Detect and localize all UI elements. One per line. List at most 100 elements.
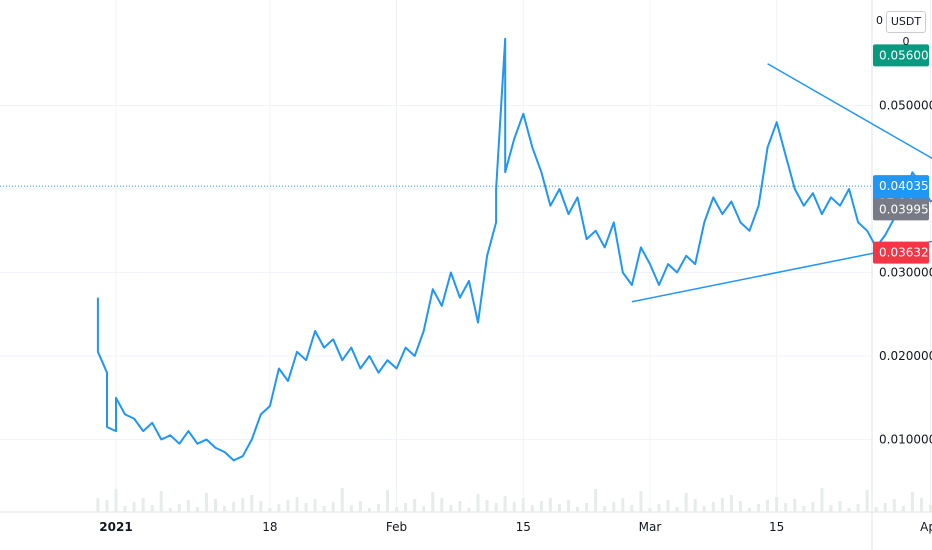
volume-bar: [132, 502, 136, 512]
volume-bar: [449, 505, 453, 512]
volume-bar: [784, 503, 788, 512]
volume-bar: [349, 505, 353, 512]
volume-bar: [757, 504, 761, 512]
volume-bar: [738, 501, 742, 512]
volume-bar: [458, 501, 462, 512]
target-price-badge-bg: [873, 44, 929, 67]
volume-bar: [494, 503, 498, 512]
volume-bar: [621, 498, 625, 512]
volume-bar: [159, 491, 163, 512]
currency-unit-button[interactable]: USDT 0: [886, 11, 926, 48]
volume-bar: [874, 507, 878, 512]
volume-bar: [865, 490, 869, 512]
target-price-badge-text: 0.056000: [879, 48, 932, 62]
volume-bar: [883, 503, 887, 512]
volume-bar: [910, 492, 914, 512]
volume-bar: [123, 506, 127, 512]
time-axis[interactable]: 202118Feb15Mar15Apr15May17: [99, 520, 932, 534]
volume-bar: [422, 506, 426, 512]
stop-price-badge-text: 0.036326: [879, 246, 932, 260]
volume-bar: [485, 500, 489, 512]
volume-bar: [105, 500, 109, 512]
volume-bar: [657, 504, 661, 512]
volume-bar: [367, 508, 371, 512]
price-tick-label: 0.010000: [879, 433, 932, 447]
volume-bar: [919, 498, 923, 512]
time-tick-label: 2021: [99, 520, 132, 534]
volume-bar: [232, 502, 236, 512]
volume-bar: [829, 505, 833, 512]
volume-bar: [331, 502, 335, 512]
volume-bar: [177, 504, 181, 512]
volume-bar: [702, 506, 706, 512]
price-line: [96, 37, 932, 462]
volume-bar: [847, 508, 851, 512]
stop-price-badge: 0.036326: [873, 241, 932, 264]
volume-bar: [639, 491, 643, 512]
time-tick-label: Apr: [920, 520, 932, 534]
volume-bar: [530, 505, 534, 512]
stop-price-badge-bg: [873, 241, 929, 264]
volume-bar: [268, 508, 272, 512]
volume-bar: [404, 503, 408, 512]
trendline[interactable]: [631, 220, 932, 303]
volume-bar: [539, 501, 543, 512]
trendlines[interactable]: [0, 63, 932, 303]
entry-price-badge-bg: [873, 198, 929, 221]
entry-price-badge-text: 0.039950: [879, 202, 932, 216]
volume-bar: [186, 500, 190, 512]
time-tick-label: 15: [769, 520, 784, 534]
price-series: [96, 37, 932, 462]
volume-bar: [395, 507, 399, 512]
volume-bar: [168, 508, 172, 512]
volume-bar: [666, 500, 670, 512]
volume-bar: [313, 499, 317, 512]
volume-bar: [901, 506, 905, 512]
volume-bar: [793, 499, 797, 512]
volume-bar: [856, 504, 860, 512]
volume-bar: [440, 498, 444, 512]
trendline[interactable]: [767, 63, 932, 220]
volume-bar: [711, 502, 715, 512]
volume-bar: [223, 506, 227, 512]
volume-bar: [322, 506, 326, 512]
volume-bar: [259, 501, 263, 512]
volume-bars: [96, 488, 932, 512]
volume-bar: [675, 507, 679, 512]
volume-bar: [512, 502, 516, 512]
volume-bar: [766, 500, 770, 512]
volume-bar: [838, 501, 842, 512]
target-price-badge: 0.056000: [873, 44, 932, 67]
volume-bar: [386, 490, 389, 512]
time-tick-label: Mar: [639, 520, 662, 534]
volume-bar: [720, 498, 724, 512]
volume-bar: [557, 504, 561, 512]
volume-bar: [585, 503, 589, 512]
volume-bar: [802, 506, 806, 512]
volume-bar: [376, 504, 380, 512]
volume-bar: [820, 488, 824, 512]
volume-bar: [892, 499, 896, 512]
entry-price-badge: 0.039950: [873, 198, 932, 221]
volume-bar: [431, 492, 435, 512]
volume-bar: [603, 506, 607, 512]
volume-bar: [340, 488, 344, 512]
price-tick-label: 0.020000: [879, 349, 932, 363]
volume-bar: [929, 505, 932, 512]
time-tick-label: 15: [516, 520, 531, 534]
price-axis[interactable]: 0.010000 0.020000 0.050000 0.030000: [879, 99, 932, 447]
time-tick-label: 18: [262, 520, 277, 534]
volume-bar: [811, 502, 815, 512]
volume-bar: [467, 508, 471, 512]
volume-bar: [748, 508, 751, 512]
volume-bar: [286, 500, 290, 512]
price-tick-label: 0.050000: [879, 99, 932, 113]
volume-bar: [476, 494, 480, 512]
volume-bar: [250, 495, 254, 512]
volume-bar: [612, 502, 616, 512]
time-tick-label: Feb: [386, 520, 407, 534]
volume-bar: [358, 501, 362, 512]
